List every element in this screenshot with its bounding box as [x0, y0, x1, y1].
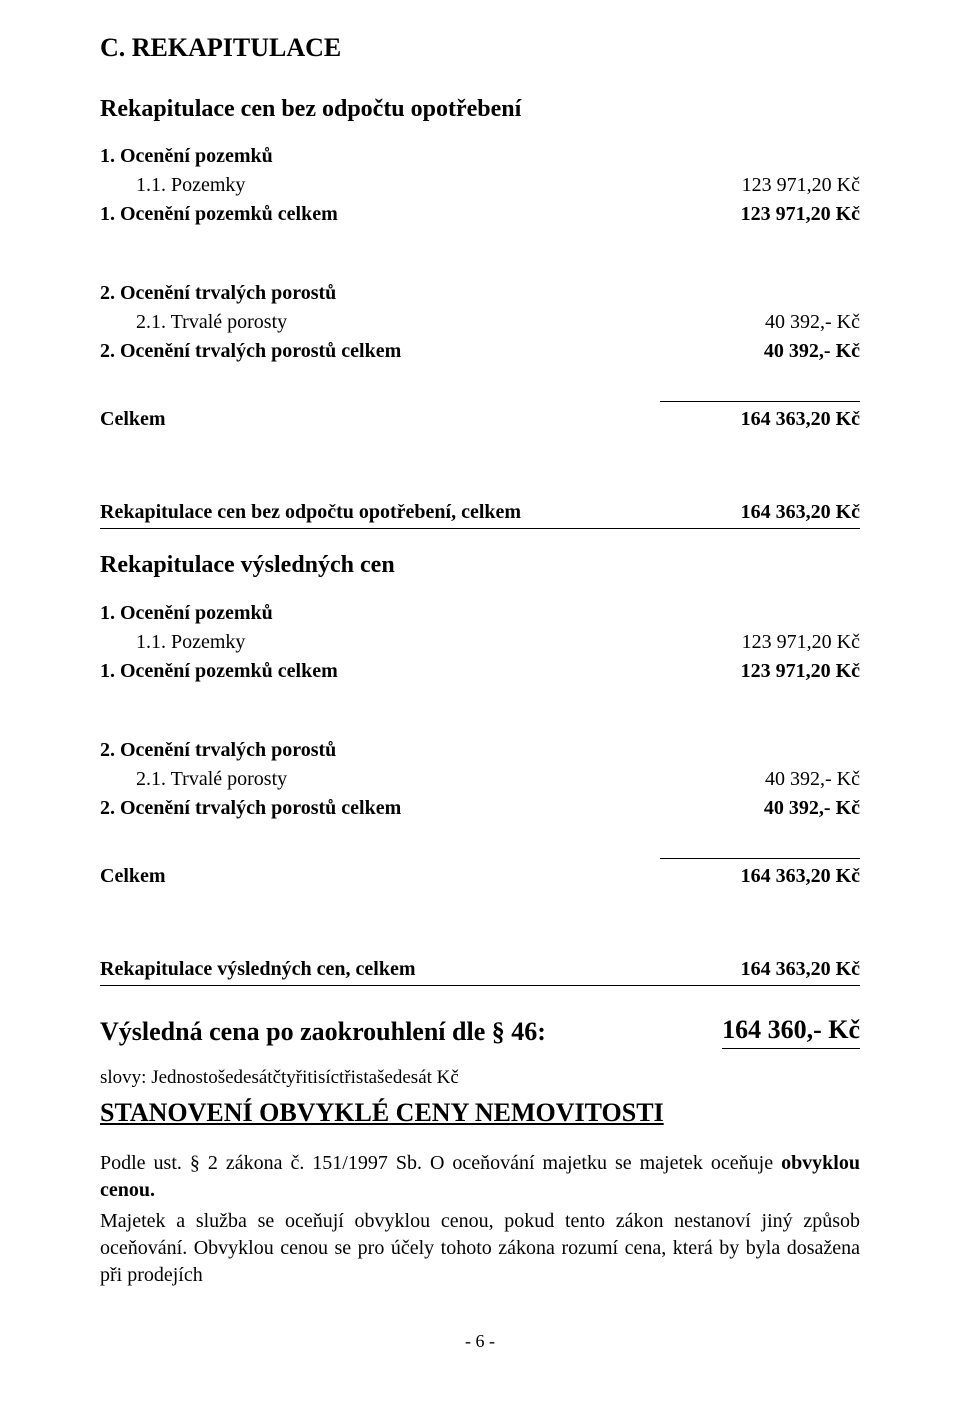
land-total-value-1: 123 971,20 Kč	[741, 201, 860, 228]
forest-head-2: 2. Ocenění trvalých porostů	[100, 737, 860, 764]
forest-item-row-2: 2.1. Trvalé porosty 40 392,- Kč	[100, 766, 860, 793]
page: C. REKAPITULACE Rekapitulace cen bez odp…	[0, 0, 960, 1383]
land-head-1: 1. Ocenění pozemků	[100, 143, 860, 170]
land-item-row-1: 1.1. Pozemky 123 971,20 Kč	[100, 172, 860, 199]
heading-c: C. REKAPITULACE	[100, 30, 860, 65]
sum-value-2: 164 363,20 Kč	[741, 863, 860, 890]
final-price-value: 164 360,- Kč	[722, 1012, 860, 1049]
land-item-label-2: 1.1. Pozemky	[100, 629, 245, 656]
stanoveni-heading: STANOVENÍ OBVYKLÉ CENY NEMOVITOSTI	[100, 1095, 860, 1130]
paragraph-2: Majetek a služba se oceňují obvyklou cen…	[100, 1208, 860, 1289]
forest-total-value-1: 40 392,- Kč	[764, 338, 860, 365]
final-price-row: Výsledná cena po zaokrouhlení dle § 46: …	[100, 1012, 860, 1049]
land-item-value-1: 123 971,20 Kč	[742, 172, 860, 199]
land-total-value-2: 123 971,20 Kč	[741, 658, 860, 685]
forest-total-row-1: 2. Ocenění trvalých porostů celkem 40 39…	[100, 338, 860, 365]
land-item-value-2: 123 971,20 Kč	[742, 629, 860, 656]
grand-row-2: Rekapitulace výsledných cen, celkem 164 …	[100, 956, 860, 986]
slovy-text: slovy: Jednostošedesátčtyřitisíctřistaše…	[100, 1065, 860, 1091]
forest-item-label-1: 2.1. Trvalé porosty	[100, 309, 287, 336]
forest-total-row-2: 2. Ocenění trvalých porostů celkem 40 39…	[100, 795, 860, 822]
grand-label-1: Rekapitulace cen bez odpočtu opotřebení,…	[100, 499, 521, 526]
forest-total-label-1: 2. Ocenění trvalých porostů celkem	[100, 338, 401, 365]
land-item-row-2: 1.1. Pozemky 123 971,20 Kč	[100, 629, 860, 656]
sum-value-1: 164 363,20 Kč	[741, 406, 860, 433]
separator-1	[100, 401, 860, 402]
forest-item-label-2: 2.1. Trvalé porosty	[100, 766, 287, 793]
heading-recap-no-wear: Rekapitulace cen bez odpočtu opotřebení	[100, 93, 860, 125]
separator-2	[100, 858, 860, 859]
forest-item-row-1: 2.1. Trvalé porosty 40 392,- Kč	[100, 309, 860, 336]
grand-row-1: Rekapitulace cen bez odpočtu opotřebení,…	[100, 499, 860, 529]
forest-total-label-2: 2. Ocenění trvalých porostů celkem	[100, 795, 401, 822]
forest-item-value-1: 40 392,- Kč	[765, 309, 860, 336]
sum-row-1: Celkem 164 363,20 Kč	[100, 406, 860, 433]
sum-label-1: Celkem	[100, 406, 166, 433]
forest-head-1: 2. Ocenění trvalých porostů	[100, 280, 860, 307]
land-total-row-1: 1. Ocenění pozemků celkem 123 971,20 Kč	[100, 201, 860, 228]
land-total-row-2: 1. Ocenění pozemků celkem 123 971,20 Kč	[100, 658, 860, 685]
paragraph-1: Podle ust. § 2 zákona č. 151/1997 Sb. O …	[100, 1150, 860, 1204]
forest-item-value-2: 40 392,- Kč	[765, 766, 860, 793]
forest-total-value-2: 40 392,- Kč	[764, 795, 860, 822]
final-price-label: Výsledná cena po zaokrouhlení dle § 46:	[100, 1014, 546, 1049]
sum-label-2: Celkem	[100, 863, 166, 890]
land-head-2: 1. Ocenění pozemků	[100, 600, 860, 627]
page-number: - 6 -	[100, 1329, 860, 1353]
sum-row-2: Celkem 164 363,20 Kč	[100, 863, 860, 890]
grand-value-2: 164 363,20 Kč	[741, 956, 860, 983]
grand-label-2: Rekapitulace výsledných cen, celkem	[100, 956, 416, 983]
grand-value-1: 164 363,20 Kč	[741, 499, 860, 526]
land-item-label-1: 1.1. Pozemky	[100, 172, 245, 199]
land-total-label-2: 1. Ocenění pozemků celkem	[100, 658, 338, 685]
heading-recap-final: Rekapitulace výsledných cen	[100, 549, 860, 581]
land-total-label-1: 1. Ocenění pozemků celkem	[100, 201, 338, 228]
